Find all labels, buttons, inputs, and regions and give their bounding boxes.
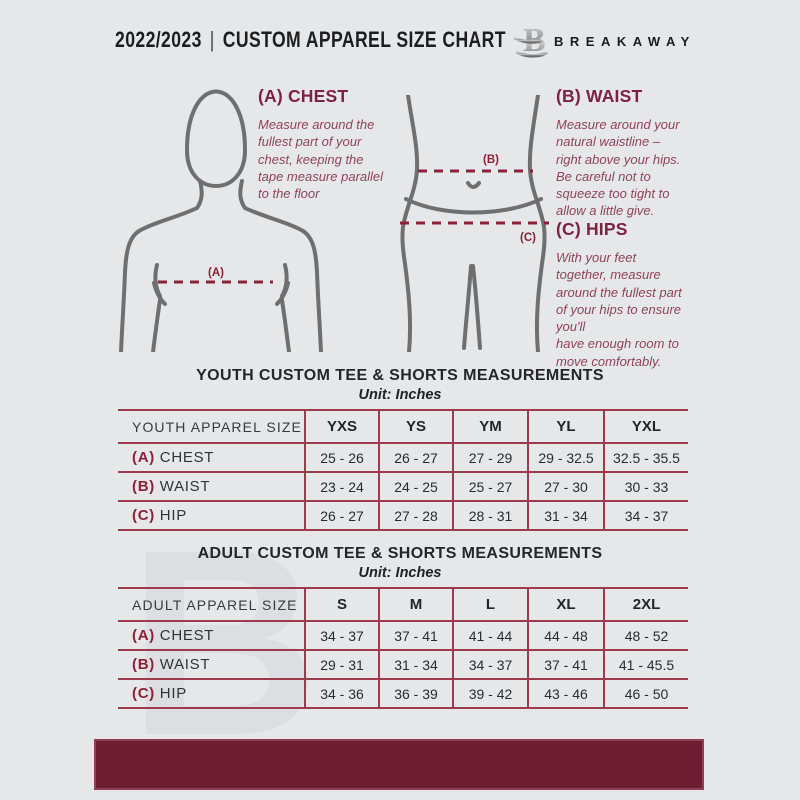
- adult-table-title: ADULT CUSTOM TEE & SHORTS MEASUREMENTS: [197, 545, 603, 562]
- size-range-value: 30 - 33: [603, 472, 688, 501]
- brand-name: BREAKAWAY: [554, 34, 696, 49]
- footer-bar: [94, 739, 704, 790]
- watermark-b: B: [128, 495, 320, 791]
- size-column-header: YS: [378, 410, 453, 443]
- size-range-value: 27 - 29: [452, 443, 528, 472]
- row-label-prefix: (C): [132, 507, 160, 524]
- size-range-value: 25 - 27: [452, 472, 528, 501]
- row-label-text: CHEST: [159, 627, 215, 644]
- row-label-prefix: (B): [132, 656, 160, 673]
- size-range-value: 37 - 41: [378, 621, 453, 650]
- size-range-value: 41 - 44: [452, 621, 528, 650]
- page-title-text: CUSTOM APPAREL SIZE CHART: [222, 27, 506, 52]
- hips-marker-label: (C): [520, 232, 536, 244]
- size-range-value: 34 - 37: [603, 501, 688, 530]
- size-range-value: 26 - 27: [304, 501, 379, 530]
- measurement-row-label: (C) HIP: [118, 501, 305, 530]
- page-title: 2022/2023 | CUSTOM APPAREL SIZE CHART: [115, 27, 506, 53]
- size-column-header: YL: [527, 410, 604, 443]
- row-label-prefix: (A): [132, 449, 160, 466]
- size-range-value: 44 - 48: [527, 621, 604, 650]
- row-label-text: WAIST: [159, 478, 211, 495]
- brand-logo: B BREAKAWAY: [512, 18, 702, 62]
- adult-table-unit: Unit: Inches: [358, 565, 442, 581]
- size-range-value: 34 - 36: [304, 679, 379, 708]
- guide-chest: (A) CHEST Measure around the fullest par…: [258, 86, 398, 202]
- size-range-value: 26 - 27: [378, 443, 453, 472]
- guide-hips-body: With your feet together, measure around …: [556, 250, 682, 369]
- apparel-size-header: YOUTH APPAREL SIZE: [132, 418, 302, 435]
- size-range-value: 23 - 24: [304, 472, 379, 501]
- size-range-value: 24 - 25: [378, 472, 453, 501]
- size-range-value: 34 - 37: [452, 650, 528, 679]
- size-range-value: 25 - 26: [304, 443, 379, 472]
- youth-table-title: YOUTH CUSTOM TEE & SHORTS MEASUREMENTS: [196, 367, 604, 384]
- measurement-row-label: (B) WAIST: [118, 472, 305, 501]
- size-range-value: 41 - 45.5: [603, 650, 688, 679]
- table-row: (B) WAIST 29 - 31 31 - 34 34 - 37 37 - 41 41 …: [118, 650, 688, 679]
- size-range-value: 29 - 31: [304, 650, 379, 679]
- size-column-header: YXS: [304, 410, 379, 443]
- table-row: (C) HIP 34 - 36 36 - 39 39 - 42 43 - 46 46 - …: [118, 679, 688, 708]
- row-label-prefix: (A): [132, 627, 160, 644]
- size-range-value: 31 - 34: [527, 501, 604, 530]
- breakaway-logo-icon: B: [513, 22, 548, 59]
- guide-waist: (B) WAIST Measure around your natural wa…: [556, 86, 708, 220]
- youth-size-table: YOUTH APPAREL SIZE YXS YS YM YL YXL (A) CHEST 2…: [118, 409, 688, 531]
- guide-waist-heading: (B) WAIST: [556, 86, 643, 106]
- size-range-value: 39 - 42: [452, 679, 528, 708]
- size-column-header: YM: [452, 410, 528, 443]
- size-column-header: L: [452, 588, 528, 621]
- size-range-value: 48 - 52: [603, 621, 688, 650]
- guide-hips: (C) HIPS With your feet together, measur…: [556, 219, 708, 370]
- table-row: (C) HIP 26 - 27 27 - 28 28 - 31 31 - 34 34 - …: [118, 501, 688, 530]
- size-range-value: 37 - 41: [527, 650, 604, 679]
- measurement-row-label: (B) WAIST: [118, 650, 305, 679]
- guide-hips-heading: (C) HIPS: [556, 219, 628, 239]
- size-range-value: 32.5 - 35.5: [603, 443, 688, 472]
- size-range-value: 36 - 39: [378, 679, 453, 708]
- measurement-row-label: (A) CHEST: [118, 621, 305, 650]
- figure-upper-torso: (A): [119, 89, 323, 352]
- youth-table-unit: Unit: Inches: [358, 387, 442, 403]
- table-header-row: ADULT APPAREL SIZE S M L XL 2XL: [118, 588, 688, 621]
- adult-size-table: ADULT APPAREL SIZE S M L XL 2XL (A) CHEST 34 - …: [118, 587, 688, 709]
- size-column-header: S: [304, 588, 379, 621]
- size-range-value: 27 - 28: [378, 501, 453, 530]
- row-label-text: CHEST: [159, 449, 215, 466]
- figure-lower-torso: (B) (C): [400, 95, 549, 352]
- guide-chest-heading: (A) CHEST: [258, 86, 349, 106]
- size-range-value: 27 - 30: [527, 472, 604, 501]
- measurement-row-label: (C) HIP: [118, 679, 305, 708]
- page-title-year: 2022/2023: [115, 27, 202, 52]
- size-column-header: YXL: [603, 410, 688, 443]
- size-range-value: 29 - 32.5: [527, 443, 604, 472]
- table-row: (A) CHEST 25 - 26 26 - 27 27 - 29 29 - 32.5 3…: [118, 443, 688, 472]
- row-label-text: HIP: [159, 685, 187, 702]
- size-column-header: 2XL: [603, 588, 688, 621]
- guide-chest-body: Measure around the fullest part of your …: [258, 117, 384, 202]
- size-range-value: 34 - 37: [304, 621, 379, 650]
- measurement-row-label: (A) CHEST: [118, 443, 305, 472]
- waist-marker-label: (B): [483, 154, 499, 166]
- size-range-value: 31 - 34: [378, 650, 453, 679]
- page-title-separator: |: [209, 27, 215, 52]
- guide-waist-body: Measure around your natural waistline – …: [556, 117, 681, 219]
- size-range-value: 28 - 31: [452, 501, 528, 530]
- size-range-value: 46 - 50: [603, 679, 688, 708]
- row-label-text: WAIST: [159, 656, 211, 673]
- row-label-prefix: (C): [132, 685, 160, 702]
- size-column-header: M: [378, 588, 453, 621]
- table-row: (B) WAIST 23 - 24 24 - 25 25 - 27 27 - 30 30 …: [118, 472, 688, 501]
- table-header-row: YOUTH APPAREL SIZE YXS YS YM YL YXL: [118, 410, 688, 443]
- apparel-size-header: ADULT APPAREL SIZE: [132, 596, 298, 613]
- row-label-prefix: (B): [132, 478, 160, 495]
- row-label-text: HIP: [159, 507, 187, 524]
- size-range-value: 43 - 46: [527, 679, 604, 708]
- table-row: (A) CHEST 34 - 37 37 - 41 41 - 44 44 - 48 48 …: [118, 621, 688, 650]
- size-column-header: XL: [527, 588, 604, 621]
- chest-marker-label: (A): [208, 267, 224, 279]
